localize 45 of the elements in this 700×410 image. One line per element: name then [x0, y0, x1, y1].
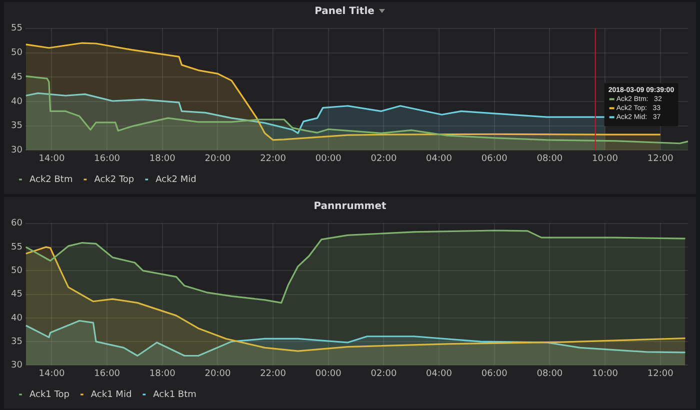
x-tick-label: 06:00: [481, 154, 508, 164]
chart-title: Pannrummet: [314, 200, 386, 212]
x-tick-label: 14:00: [38, 154, 65, 164]
legend-label: Ack2 Top: [94, 174, 134, 185]
y-tick-label: 40: [11, 313, 23, 324]
y-tick-label: 35: [11, 336, 22, 347]
y-tick-label: 50: [11, 266, 23, 276]
x-tick-label: 02:00: [370, 368, 397, 379]
x-tick-label: 00:00: [315, 154, 342, 164]
x-tick-label: 20:00: [204, 368, 231, 379]
y-tick-label: 45: [11, 290, 22, 300]
x-tick-label: 22:00: [260, 154, 286, 164]
x-tick-label: 10:00: [592, 154, 618, 164]
legend-label: Ack1 Mid: [90, 390, 132, 400]
x-tick-label: 10:00: [592, 368, 618, 379]
x-tick-label: 16:00: [94, 154, 120, 164]
legend-label: Ack1 Top: [30, 390, 70, 400]
y-tick-label: 35: [11, 121, 22, 132]
x-tick-label: 04:00: [426, 368, 452, 379]
y-tick-label: 40: [11, 96, 23, 107]
x-tick-label: 12:00: [647, 368, 674, 379]
x-tick-label: 18:00: [149, 154, 176, 164]
legend-label: Ack2 Mid: [156, 174, 196, 185]
x-tick-label: 14:00: [38, 368, 65, 379]
x-tick-label: 18:00: [149, 368, 176, 379]
x-tick-label: 08:00: [536, 154, 563, 164]
y-tick-label: 30: [11, 146, 23, 156]
x-tick-label: 22:00: [260, 368, 286, 379]
y-tick-label: 30: [11, 360, 23, 371]
legend-label: Ack2 Btm: [30, 174, 73, 185]
y-tick-label: 60: [11, 218, 23, 229]
x-tick-label: 12:00: [647, 154, 674, 164]
y-tick-label: 55: [11, 24, 22, 34]
y-tick-label: 45: [11, 72, 22, 82]
x-tick-label: 04:00: [426, 154, 452, 164]
chart-title: Panel Title: [314, 6, 374, 16]
x-tick-label: 00:00: [315, 368, 342, 379]
x-tick-label: 06:00: [481, 368, 508, 379]
y-tick-label: 50: [11, 48, 23, 58]
legend-label: Ack1 Btm: [153, 390, 196, 400]
x-tick-label: 02:00: [370, 154, 397, 164]
x-tick-label: 20:00: [204, 154, 231, 164]
x-tick-label: 16:00: [94, 368, 120, 379]
y-tick-label: 55: [11, 242, 22, 252]
x-tick-label: 08:00: [536, 368, 563, 379]
